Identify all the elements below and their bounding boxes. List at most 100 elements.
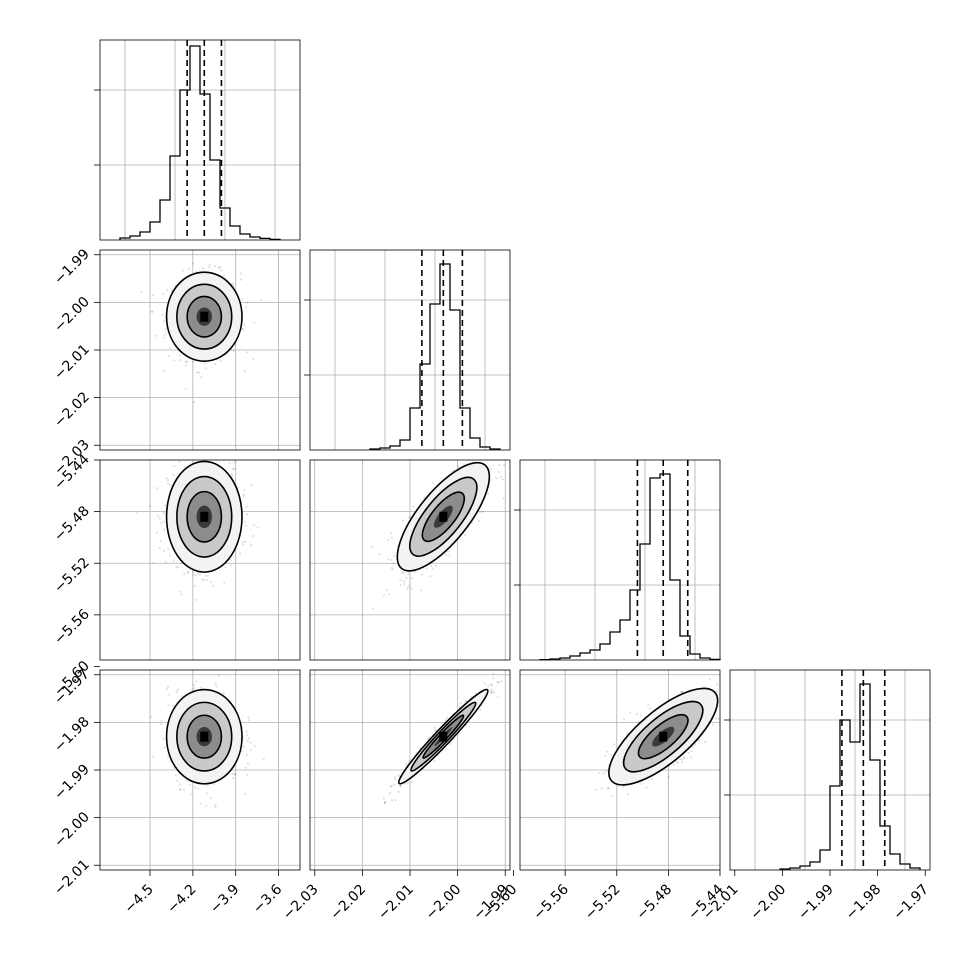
sample-point: [152, 561, 155, 565]
sample-point: [715, 690, 718, 693]
sample-point: [166, 289, 169, 292]
sample-point: [243, 370, 246, 373]
sample-point: [199, 802, 202, 805]
sample-point: [464, 534, 467, 537]
sample-point: [197, 371, 200, 374]
x-tick-label: −5.48: [634, 882, 676, 924]
sample-point: [399, 584, 402, 587]
sample-point: [178, 590, 181, 593]
sample-point: [246, 513, 249, 516]
sample-point: [196, 571, 200, 575]
sample-point: [151, 294, 155, 297]
sample-point: [378, 553, 381, 556]
sample-point: [178, 354, 181, 357]
sample-point: [430, 564, 433, 568]
sample-point: [386, 558, 389, 561]
sample-point: [140, 291, 143, 294]
x-tick-label: −1.98: [843, 882, 885, 924]
sample-point: [214, 805, 217, 809]
sample-point: [482, 510, 485, 513]
sample-point: [457, 465, 460, 468]
sample-point: [626, 793, 630, 796]
sample-point: [708, 678, 712, 681]
sample-point: [217, 266, 220, 269]
sample-point: [431, 482, 434, 485]
sample-point: [490, 688, 493, 691]
sample-point: [245, 505, 248, 508]
sample-point: [622, 786, 625, 789]
sample-point: [239, 272, 242, 275]
sample-point: [178, 460, 181, 463]
sample-point: [260, 298, 263, 301]
sample-point: [169, 483, 172, 486]
sample-point: [173, 464, 176, 468]
sample-point: [168, 554, 172, 557]
sample-point: [602, 772, 605, 775]
sample-point: [371, 607, 374, 610]
sample-point: [402, 580, 405, 583]
sample-point: [197, 787, 200, 790]
sample-point: [639, 714, 643, 717]
sample-point: [242, 493, 246, 496]
scatter-panel-1-3: [309, 669, 511, 871]
sample-point: [176, 688, 179, 691]
sample-point: [195, 598, 198, 601]
x-axis-3: −2.01 −2.00 −1.99 −1.98 −1.97: [700, 870, 932, 923]
sample-point: [160, 723, 163, 726]
sample-point: [405, 577, 408, 580]
sample-point: [206, 574, 209, 577]
scatter-panel-2-3: [519, 669, 721, 871]
sample-point: [444, 719, 447, 722]
sample-point: [390, 558, 393, 562]
sample-point: [433, 726, 436, 729]
sample-point: [149, 505, 152, 508]
sample-point: [204, 574, 207, 577]
sample-point: [169, 347, 172, 350]
sample-point: [246, 773, 249, 776]
sample-point: [222, 691, 225, 694]
sample-point: [214, 803, 217, 807]
sample-point: [172, 473, 175, 477]
sample-point: [479, 708, 482, 711]
sample-point: [252, 534, 255, 538]
sample-point: [690, 750, 693, 753]
sample-point: [245, 306, 248, 309]
sample-point: [161, 292, 165, 295]
y-tick-label: −2.00: [51, 294, 93, 336]
sample-point: [204, 804, 208, 807]
sample-point: [165, 688, 168, 691]
sample-point: [194, 786, 197, 789]
sample-point: [233, 772, 236, 775]
sample-point: [692, 746, 695, 749]
sample-point: [667, 775, 670, 779]
sample-point: [639, 782, 642, 785]
sample-point: [232, 282, 235, 285]
density-peak: [439, 511, 448, 522]
sample-point: [635, 713, 639, 716]
sample-point: [166, 479, 170, 482]
x-tick-label: −2.01: [375, 882, 417, 924]
sample-point: [399, 578, 402, 582]
sample-point: [498, 464, 501, 467]
sample-point: [241, 327, 244, 330]
sample-point: [496, 681, 499, 684]
sample-point: [199, 376, 202, 379]
y-tick-label: −2.00: [51, 809, 93, 851]
sample-point: [187, 267, 190, 270]
sample-point: [214, 681, 217, 685]
sample-point: [410, 587, 413, 590]
sample-point: [244, 766, 247, 769]
sample-point: [605, 750, 609, 753]
sample-point: [434, 564, 437, 567]
sample-point: [256, 526, 259, 529]
sample-point: [215, 685, 218, 688]
panel-frame: [99, 39, 301, 241]
sample-point: [162, 549, 166, 552]
sample-point: [680, 760, 684, 764]
sample-point: [241, 540, 245, 544]
sample-point: [610, 794, 613, 798]
sample-point: [162, 520, 165, 523]
sample-point: [598, 771, 601, 775]
sample-point: [501, 478, 504, 481]
sample-point: [228, 462, 231, 465]
